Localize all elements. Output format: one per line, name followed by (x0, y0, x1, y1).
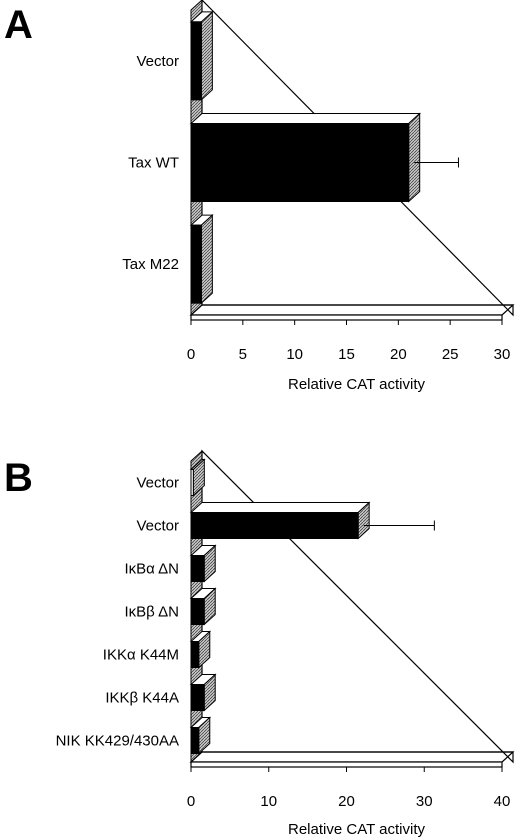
x-axis-title: Relative CAT activity (288, 821, 425, 838)
bar-group (189, 501, 435, 540)
tick-label: 40 (494, 793, 511, 810)
back-wall (201, 0, 514, 317)
base-slab (190, 314, 503, 321)
bar-top (189, 502, 371, 513)
panel-a-chart: A Vector Tax WT Tax M22 0 5 10 15 20 25 30 Relative… (4, 0, 515, 393)
bar-side (200, 214, 213, 305)
bar-group (189, 544, 217, 583)
bar (190, 512, 359, 539)
bar (190, 21, 202, 101)
category-label: Vector (136, 53, 179, 70)
tick-label: 15 (338, 346, 355, 363)
tick-label: 0 (187, 793, 195, 810)
bar-group (189, 716, 212, 755)
panel-label: A (4, 3, 33, 47)
bar-group (189, 630, 212, 669)
bar-group (189, 112, 459, 203)
tick-label: 30 (494, 346, 511, 363)
bar (190, 123, 410, 202)
tick-label: 5 (239, 346, 247, 363)
category-label: IKKβ K44A (105, 690, 179, 707)
bar (190, 641, 200, 668)
tick-label: 0 (187, 346, 195, 363)
panel-label: B (4, 456, 33, 500)
bar-group (189, 214, 214, 305)
tick-label: 25 (442, 346, 459, 363)
bar-side (200, 10, 213, 101)
x-axis-title: Relative CAT activity (288, 376, 425, 393)
back-wall (201, 449, 514, 764)
category-label: IκBα ΔN (124, 561, 179, 578)
category-label: Vector (136, 518, 179, 535)
bar-side (408, 112, 421, 203)
bar (190, 555, 205, 582)
category-label: NIK KK429/430AA (56, 733, 179, 750)
category-label: Tax M22 (122, 256, 179, 273)
floor (189, 304, 515, 316)
category-label: Vector (136, 475, 179, 492)
bar (190, 598, 205, 625)
tick-label: 20 (338, 793, 355, 810)
category-label: Tax WT (128, 155, 179, 172)
bar (190, 727, 200, 754)
tick-label: 30 (416, 793, 433, 810)
panel-b-chart: B Vector Vector IκBα ΔN IκBβ ΔN IKKα K44M IKKβ… (4, 449, 515, 838)
bar (190, 684, 205, 711)
base-slab (190, 761, 503, 768)
bar-group (189, 458, 206, 497)
tick-label: 20 (390, 346, 407, 363)
category-label: IKKα K44M (103, 647, 179, 664)
floor (189, 751, 515, 763)
bar-group (189, 673, 217, 712)
bar (190, 224, 202, 304)
bar-group (189, 587, 217, 626)
bar (190, 469, 194, 496)
bar-top (189, 113, 421, 124)
category-label: IκBβ ΔN (125, 604, 180, 621)
bar-group (189, 10, 214, 101)
tick-label: 10 (260, 793, 277, 810)
tick-label: 10 (286, 346, 303, 363)
